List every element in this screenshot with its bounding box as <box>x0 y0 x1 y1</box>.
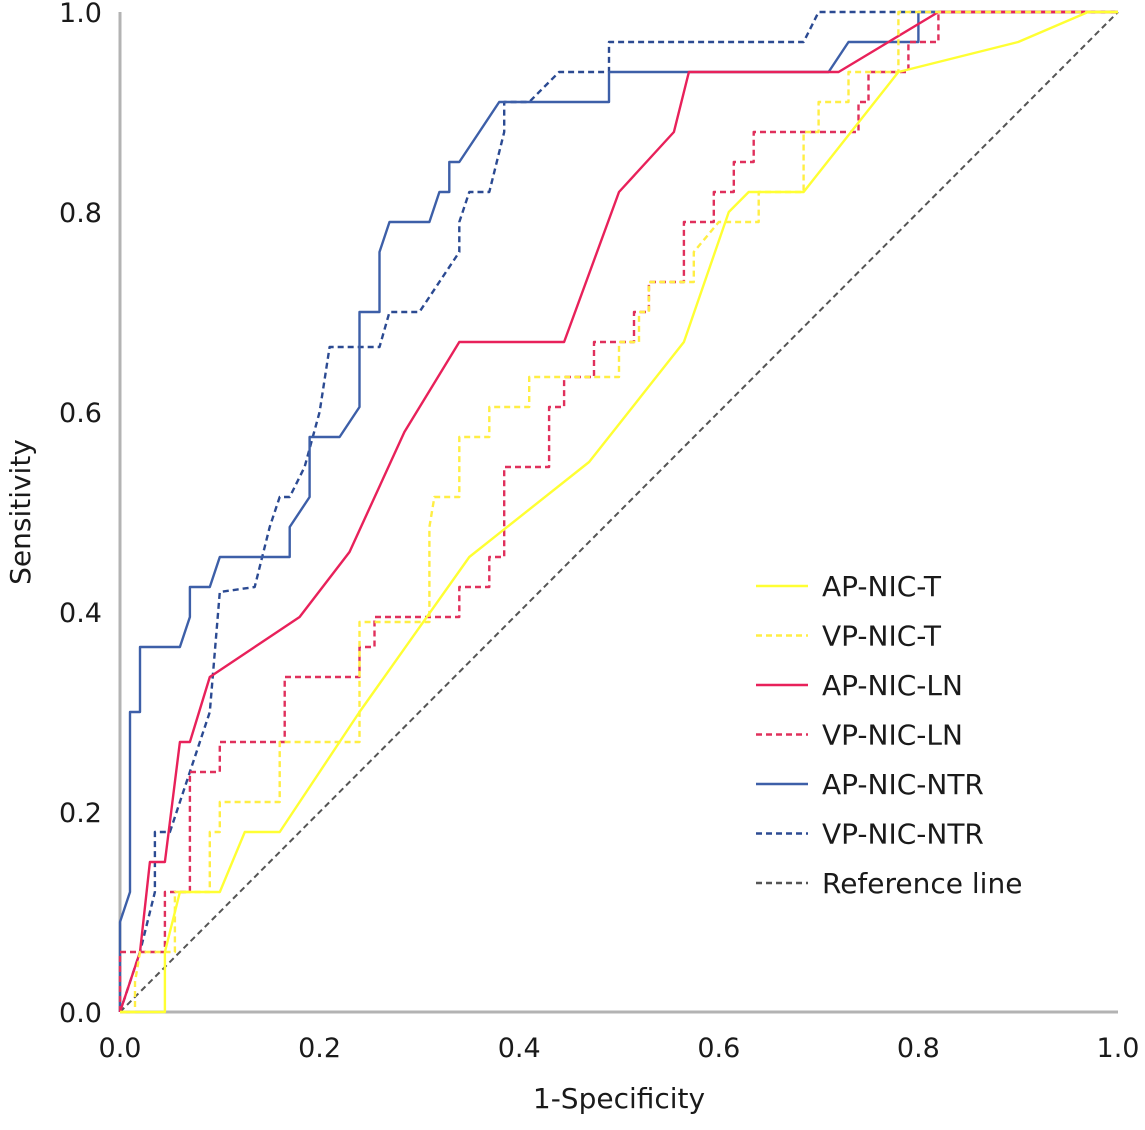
x-tick-label: 0.0 <box>99 1033 142 1064</box>
series-line-reference-line <box>119 11 1119 1013</box>
legend-label-ap-nic-t: AP-NIC-T <box>822 570 942 603</box>
y-axis-title: Sensitivity <box>4 439 37 585</box>
x-tick-label: 0.8 <box>897 1033 940 1064</box>
legend: AP-NIC-T VP-NIC-T AP-NIC-LN VP-NIC-LN AP-NIC… <box>756 570 1022 900</box>
y-tick-label: 0.0 <box>59 998 102 1029</box>
legend-label-vp-nic-t: VP-NIC-T <box>822 620 942 653</box>
series-line-vp-nic-ntr <box>118 10 1118 1013</box>
legend-label-reference-line: Reference line <box>822 867 1022 900</box>
y-tick-label: 0.4 <box>59 598 102 629</box>
legend-label-ap-nic-ln: AP-NIC-LN <box>822 669 963 702</box>
series-layer <box>118 10 1119 1014</box>
y-tick-label: 0.6 <box>59 398 102 429</box>
x-tick-label: 0.6 <box>697 1033 740 1064</box>
y-tick-label: 0.8 <box>59 198 102 229</box>
tick-labels: 0.0 0.2 0.4 0.6 0.8 1.0 0.0 0.2 0.4 0.6 0.8 1.0 <box>59 0 1139 1064</box>
series-line-ap-nic-ln <box>118 10 1118 1013</box>
legend-label-ap-nic-ntr: AP-NIC-NTR <box>822 768 984 801</box>
y-tick-label: 0.2 <box>59 798 102 829</box>
x-tick-label: 1.0 <box>1097 1033 1140 1064</box>
axes <box>118 12 1118 1014</box>
series-line-ap-nic-ntr <box>118 10 1118 1012</box>
series-line-ap-nic-t <box>120 10 1118 1014</box>
series-line-vp-nic-t <box>120 10 1118 1014</box>
y-tick-label: 1.0 <box>59 0 102 29</box>
x-tick-label: 0.4 <box>498 1033 541 1064</box>
legend-label-vp-nic-ln: VP-NIC-LN <box>822 719 963 752</box>
x-axis-title: 1-Specificity <box>533 1082 705 1115</box>
x-tick-label: 0.2 <box>298 1033 341 1064</box>
series-line-vp-nic-ln <box>118 10 1118 1012</box>
legend-label-vp-nic-ntr: VP-NIC-NTR <box>822 818 984 851</box>
